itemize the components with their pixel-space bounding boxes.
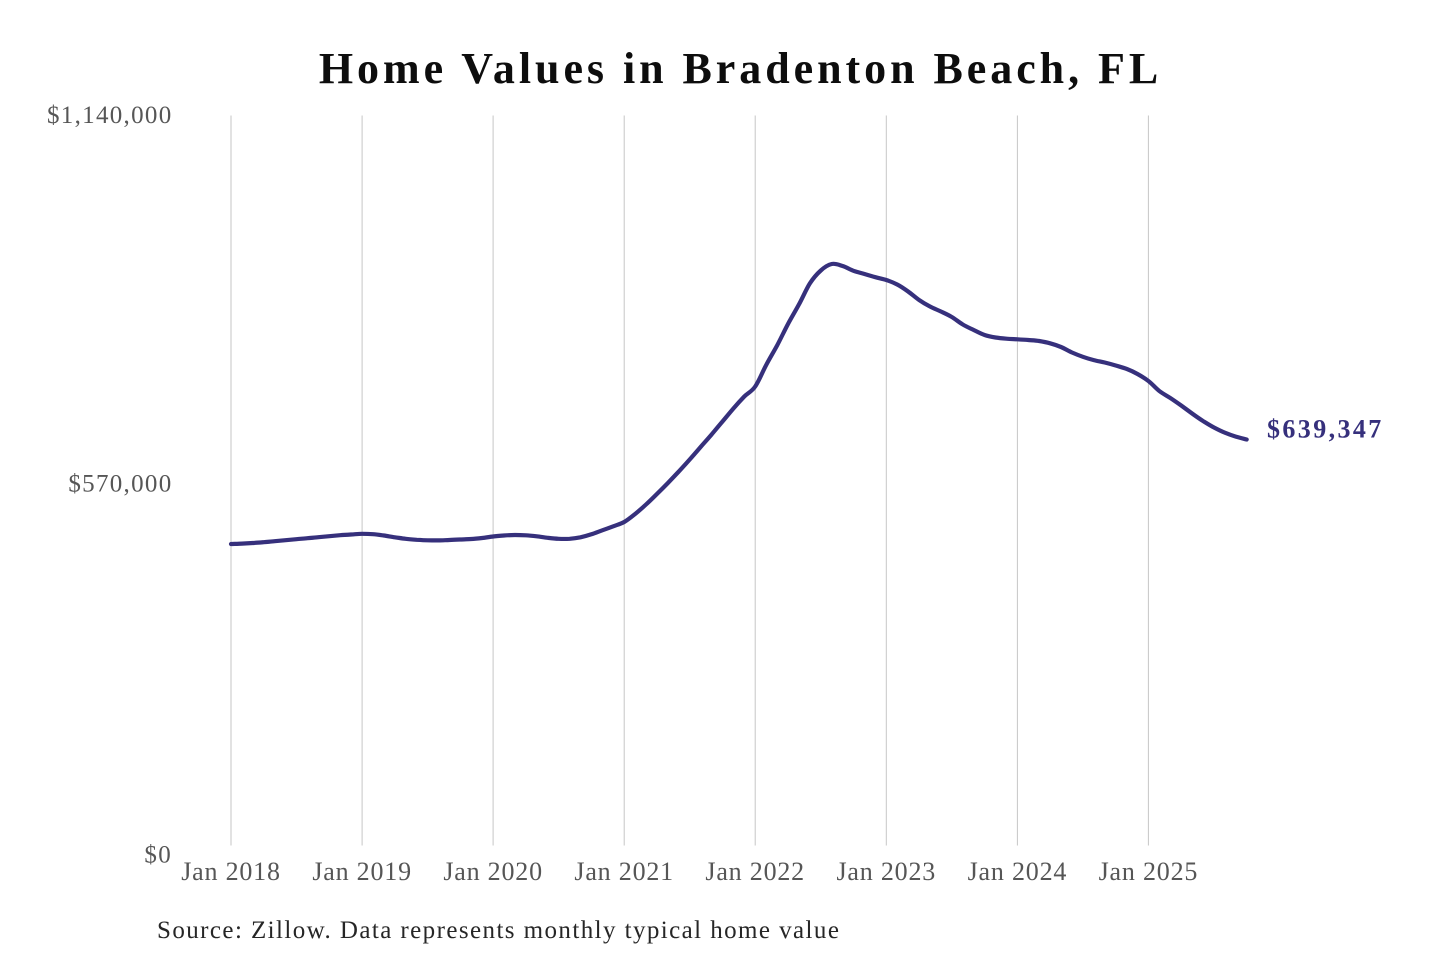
svg-text:Jan 2024: Jan 2024 (968, 857, 1068, 886)
svg-text:Jan 2023: Jan 2023 (837, 857, 937, 886)
svg-text:Jan 2022: Jan 2022 (705, 857, 805, 886)
svg-text:$639,347: $639,347 (1267, 415, 1384, 444)
svg-text:Source: Zillow. Data represent: Source: Zillow. Data represents monthly … (157, 917, 840, 944)
svg-text:Jan 2025: Jan 2025 (1099, 857, 1199, 886)
svg-text:Jan 2021: Jan 2021 (574, 857, 674, 886)
svg-text:$1,140,000: $1,140,000 (47, 102, 173, 129)
svg-text:Jan 2020: Jan 2020 (443, 857, 543, 886)
svg-text:Jan 2018: Jan 2018 (181, 857, 281, 886)
svg-text:$0: $0 (144, 842, 172, 869)
svg-text:Jan 2019: Jan 2019 (312, 857, 412, 886)
svg-text:$570,000: $570,000 (68, 470, 172, 497)
svg-text:Home Values in Bradenton Beach: Home Values in Bradenton Beach, FL (319, 44, 1162, 93)
